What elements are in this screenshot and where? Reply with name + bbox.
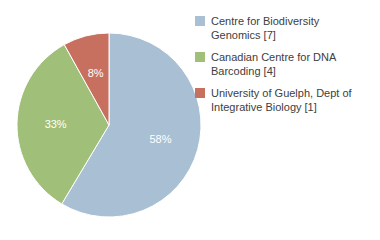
html-text:Canadian Centre for DNA Barcod: Canadian Centre for DNA Barcoding [4] xyxy=(211,51,337,77)
html-text:Centre for Biodiversity Genomi: Centre for Biodiversity Genomics [7] xyxy=(211,15,320,41)
svg-text:58%: 58% xyxy=(149,133,171,145)
svg-text:33%: 33% xyxy=(45,118,67,130)
svg-text:8%: 8% xyxy=(88,67,104,79)
html-text:University of Guelph, Dept of: University of Guelph, Dept of Integrativ… xyxy=(211,87,352,113)
